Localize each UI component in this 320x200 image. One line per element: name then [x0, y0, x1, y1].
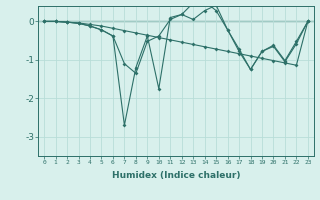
X-axis label: Humidex (Indice chaleur): Humidex (Indice chaleur) [112, 171, 240, 180]
